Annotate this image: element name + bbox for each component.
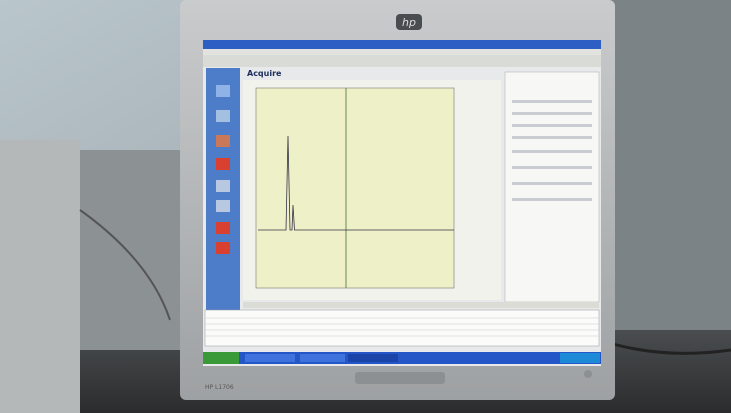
task-button <box>245 354 295 362</box>
menu-bar <box>203 49 601 55</box>
toolbar <box>203 55 601 67</box>
logo: hp <box>402 16 416 29</box>
plot-area <box>256 88 454 288</box>
tab-strip <box>243 302 599 308</box>
model-label: HP L1706 <box>205 384 234 391</box>
equipment-shadow <box>80 150 180 350</box>
equipment <box>0 140 80 413</box>
sidebar-icons <box>216 85 230 254</box>
title-bar <box>203 40 601 49</box>
task-button <box>348 354 398 362</box>
system-tray <box>560 353 600 363</box>
photo: hp HP L1706 Acquire <box>0 0 731 413</box>
start-button <box>203 352 239 364</box>
log-table <box>205 310 599 346</box>
power-button <box>584 370 592 378</box>
task-button <box>300 354 345 362</box>
panel-title: Acquire <box>247 69 282 78</box>
settings-panel <box>505 72 599 302</box>
monitor-buttons <box>355 372 445 384</box>
